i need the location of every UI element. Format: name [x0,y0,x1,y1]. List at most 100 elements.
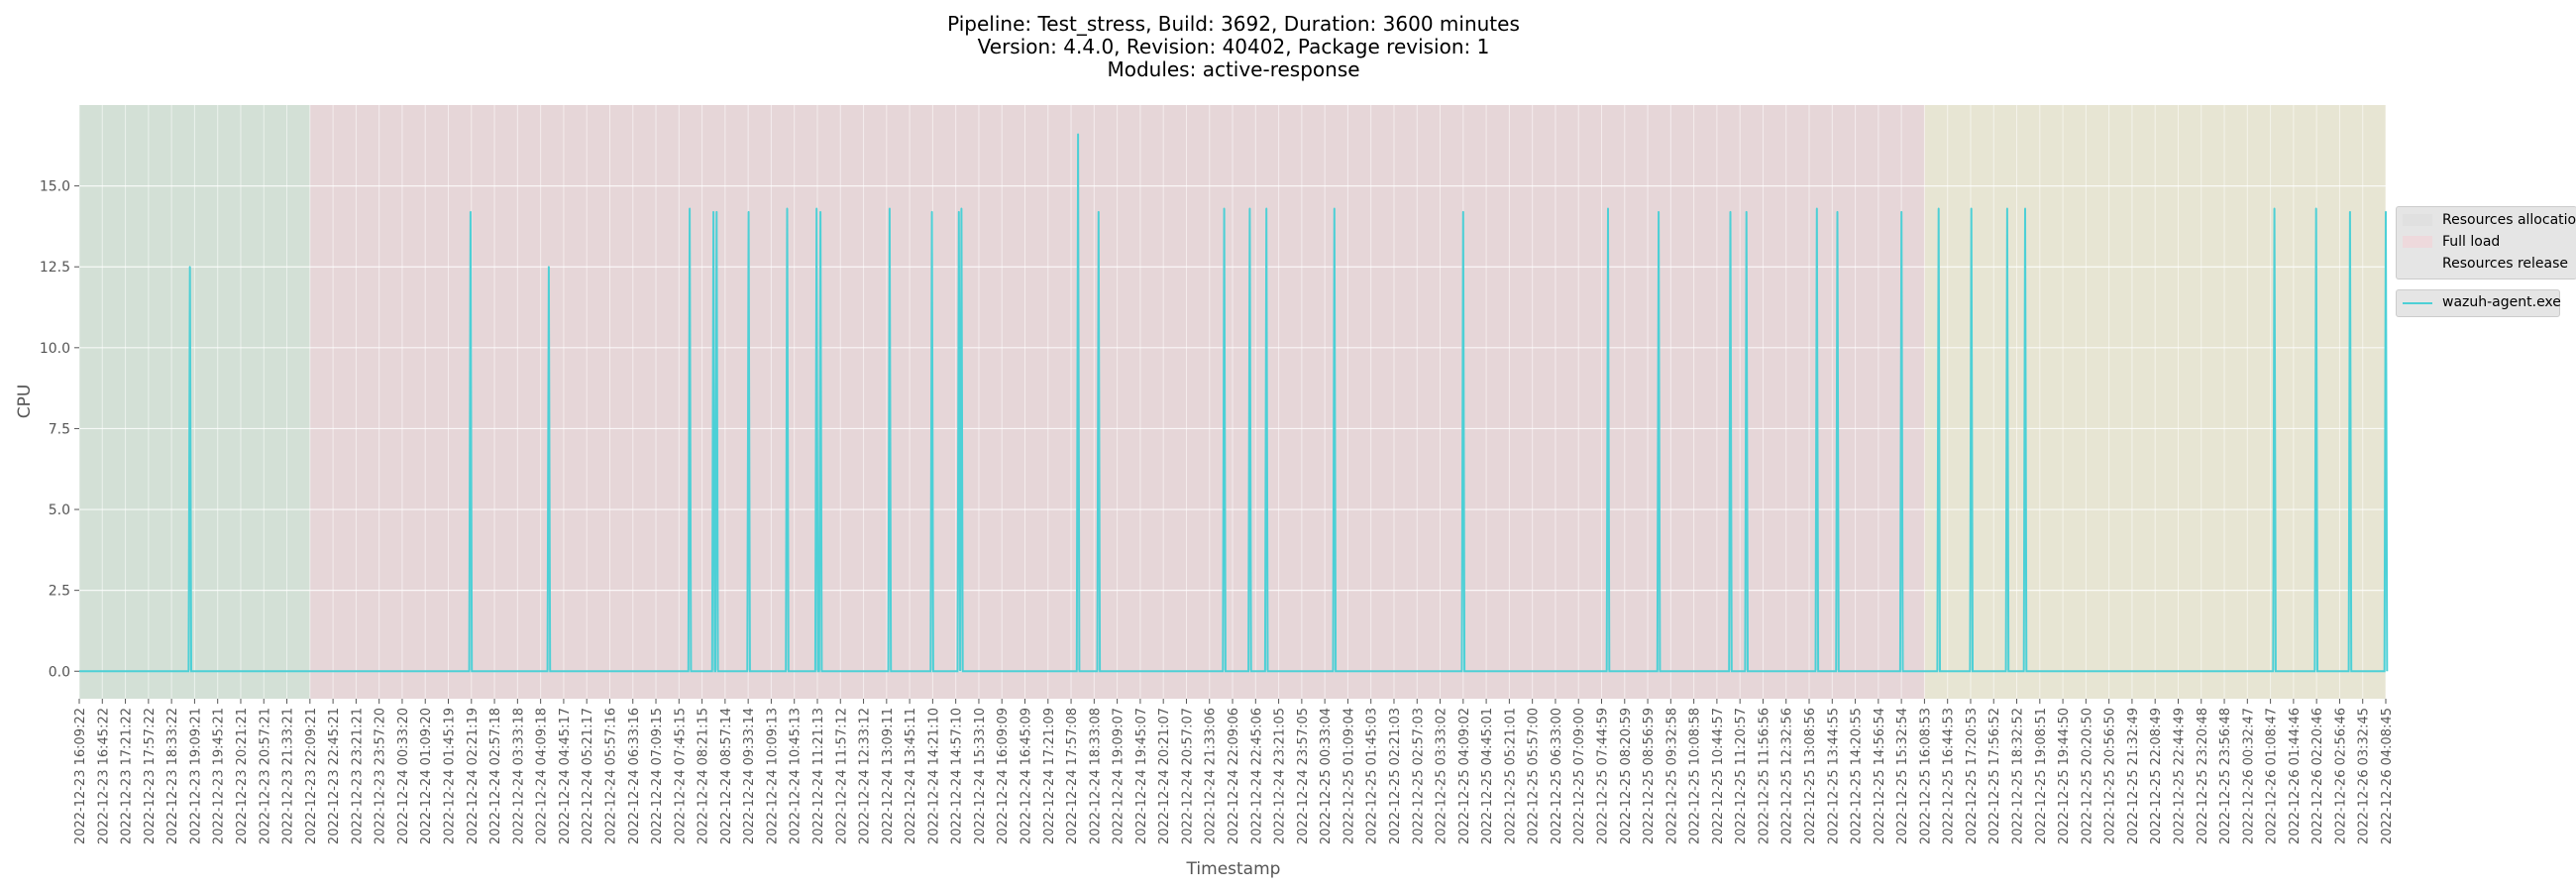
x-tick-label-37: 2022-12-24 14:21:10 [926,708,941,844]
series-point-0-12 [930,210,933,213]
x-axis: 2022-12-23 16:09:22 2022-12-23 16:45:22 20… [73,699,2395,844]
x-tick-label-49: 2022-12-24 21:33:06 [1204,708,1219,844]
x-tick-label-81: 2022-12-25 16:44:53 [1942,708,1957,844]
x-tick-label-80: 2022-12-25 16:08:53 [1918,708,1933,844]
x-tick-label-22: 2022-12-24 05:21:17 [581,708,595,844]
series-point-0-15 [1077,133,1079,136]
series-lines [79,133,2389,673]
legend-swatch-release [2403,258,2432,270]
series-point-0-35 [2349,210,2351,213]
y-tick-label-2: 5.0 [49,502,70,518]
x-tick-label-11: 2022-12-23 22:45:21 [327,708,342,844]
x-tick-label-95: 2022-12-26 01:08:47 [2265,708,2280,844]
y-tick-label-5: 12.5 [40,260,70,276]
x-tick-label-84: 2022-12-25 18:32:52 [2011,708,2026,844]
x-tick-label-2: 2022-12-23 17:21:22 [120,708,135,844]
x-tick-label-54: 2022-12-25 00:33:04 [1319,708,1334,844]
series-point-0-8 [786,207,789,210]
x-tick-label-65: 2022-12-25 07:09:00 [1572,708,1587,844]
x-tick-label-31: 2022-12-24 10:45:13 [789,708,804,844]
x-tick-label-17: 2022-12-24 02:21:19 [466,708,481,844]
x-tick-label-33: 2022-12-24 11:57:12 [834,708,849,844]
x-tick-label-55: 2022-12-25 01:09:04 [1342,708,1356,844]
series-point-0-13 [957,210,960,213]
x-tick-label-90: 2022-12-25 22:08:49 [2149,708,2164,844]
x-tick-label-83: 2022-12-25 17:56:52 [1987,708,2002,844]
x-tick-label-1: 2022-12-23 16:45:22 [96,708,111,844]
series-point-0-32 [2024,207,2026,210]
x-tick-label-38: 2022-12-24 14:57:10 [950,708,965,844]
series-point-0-28 [1900,210,1903,213]
series-point-0-25 [1745,210,1748,213]
x-tick-label-45: 2022-12-24 19:09:07 [1112,708,1127,844]
series-point-0-33 [2273,207,2276,210]
series-point-0-22 [1607,207,1609,210]
x-tick-label-56: 2022-12-25 01:45:03 [1365,708,1380,844]
x-tick-label-87: 2022-12-25 20:20:50 [2080,708,2094,844]
legend-line-series [2403,302,2432,304]
y-tick-label-4: 10.0 [40,341,70,357]
legend-label-allocation: Resources allocation [2442,212,2576,228]
series-point-0-1 [188,266,191,269]
x-tick-label-97: 2022-12-26 02:20:46 [2310,708,2325,844]
x-tick-label-93: 2022-12-25 23:56:48 [2218,708,2233,844]
x-tick-label-94: 2022-12-26 00:32:47 [2241,708,2256,844]
series-point-0-20 [1333,207,1336,210]
series-point-0-5 [712,210,714,213]
x-tick-label-76: 2022-12-25 13:44:55 [1826,708,1841,844]
series-point-0-29 [1937,207,1940,210]
x-tick-label-78: 2022-12-25 14:56:54 [1873,708,1887,844]
x-tick-label-46: 2022-12-24 19:45:07 [1134,708,1149,844]
series-point-0-6 [715,210,718,213]
series-point-0-19 [1265,207,1268,210]
x-tick-label-58: 2022-12-25 02:57:03 [1411,708,1426,844]
x-tick-label-26: 2022-12-24 07:45:15 [673,708,688,844]
series-point-0-26 [1815,207,1818,210]
x-tick-label-0: 2022-12-23 16:09:22 [73,708,88,844]
x-tick-label-50: 2022-12-24 22:09:06 [1227,708,1241,844]
phase-legend: Resources allocation Full load Resources… [2396,206,2576,279]
x-tick-label-62: 2022-12-25 05:21:01 [1503,708,1518,844]
x-tick-label-24: 2022-12-24 06:33:16 [627,708,642,844]
legend-swatch-full-load [2403,236,2432,248]
y-tick-label-6: 15.0 [40,179,70,195]
x-tick-label-98: 2022-12-26 02:56:46 [2333,708,2348,844]
x-tick-label-92: 2022-12-25 23:20:48 [2196,708,2210,844]
y-axis-label: CPU [15,385,35,419]
x-tick-label-60: 2022-12-25 04:09:02 [1457,708,1472,844]
x-tick-label-41: 2022-12-24 16:45:09 [1020,708,1034,844]
series-point-0-24 [1729,210,1732,213]
x-tick-label-89: 2022-12-25 21:32:49 [2126,708,2141,844]
series-point-0-4 [689,207,692,210]
chart-title-line-3: Modules: active-response [1107,57,1360,81]
x-tick-label-42: 2022-12-24 17:21:09 [1042,708,1057,844]
x-tick-label-66: 2022-12-25 07:44:59 [1595,708,1610,844]
x-tick-label-43: 2022-12-24 17:57:08 [1065,708,1080,844]
legend-label-series: wazuh-agent.exe [2442,294,2561,310]
x-tick-label-34: 2022-12-24 12:33:12 [858,708,873,844]
x-tick-label-100: 2022-12-26 04:08:45 [2380,708,2395,844]
chart-title-line-1: Pipeline: Test_stress, Build: 3692, Dura… [947,12,1520,36]
x-tick-label-64: 2022-12-25 06:33:00 [1550,708,1564,844]
series-point-0-11 [889,207,891,210]
x-tick-label-71: 2022-12-25 10:44:57 [1711,708,1726,844]
x-tick-label-5: 2022-12-23 19:09:21 [188,708,203,844]
x-tick-label-21: 2022-12-24 04:45:17 [558,708,573,844]
series-point-0-27 [1836,210,1839,213]
x-tick-label-28: 2022-12-24 08:57:14 [719,708,734,844]
series-point-0-21 [1461,210,1464,213]
x-tick-label-77: 2022-12-25 14:20:55 [1850,708,1865,844]
series-point-0-7 [747,210,750,213]
series-point-0-23 [1658,210,1660,213]
x-tick-label-3: 2022-12-23 17:57:22 [143,708,158,844]
x-tick-label-39: 2022-12-24 15:33:10 [973,708,988,844]
x-axis-label: Timestamp [1186,859,1281,879]
legend-label-full-load: Full load [2442,234,2501,250]
series-point-0-9 [815,207,818,210]
series-point-0-17 [1223,207,1226,210]
x-tick-label-70: 2022-12-25 10:08:58 [1688,708,1703,844]
x-tick-label-96: 2022-12-26 01:44:46 [2288,708,2303,844]
x-tick-label-73: 2022-12-25 11:56:56 [1757,708,1771,844]
